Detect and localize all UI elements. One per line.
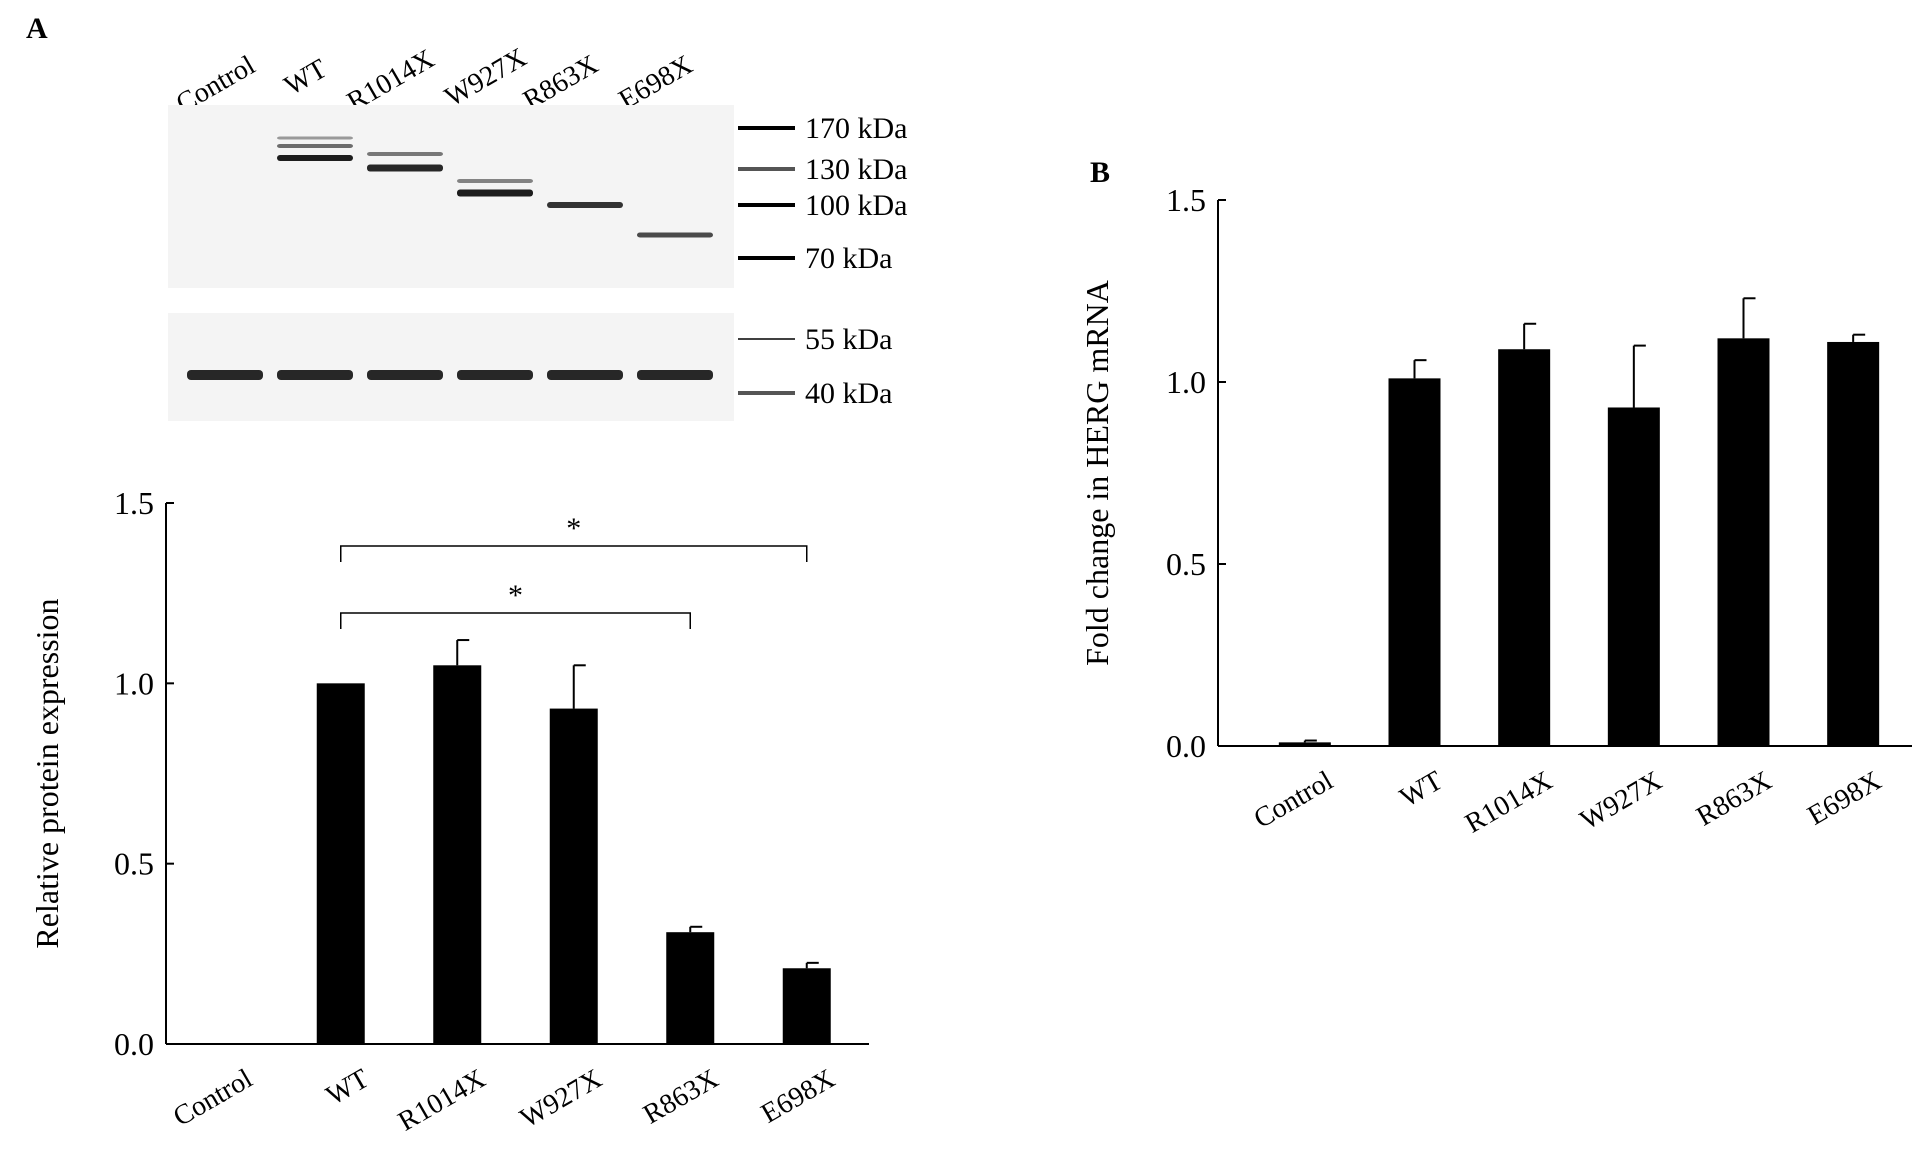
- x-tick-label: Control: [1249, 765, 1339, 835]
- bar: [316, 683, 365, 1044]
- blot-upper-membrane: [168, 105, 734, 288]
- significance-star: *: [566, 512, 581, 545]
- blot-band: [547, 202, 623, 208]
- y-tick-label: 1.0: [114, 665, 154, 701]
- blot-band: [277, 136, 353, 140]
- x-tick-label: W927X: [515, 1063, 607, 1134]
- chart-a: 0.0 0.5 1.0 1.5 Relative protein expression C…: [29, 485, 869, 1138]
- loading-control-band: [457, 370, 533, 380]
- y-tick-label: 0.5: [1166, 546, 1206, 582]
- bar: [666, 932, 715, 1044]
- x-tick-label: WT: [321, 1063, 374, 1112]
- panel-b-label: B: [1090, 156, 1110, 189]
- x-tick-label: E698X: [756, 1063, 840, 1130]
- x-tick-label: R863X: [1691, 765, 1777, 832]
- bar: [433, 665, 482, 1044]
- bar: [782, 968, 831, 1044]
- loading-control-band: [637, 370, 713, 380]
- bar: [1607, 407, 1660, 746]
- blot-band: [277, 155, 353, 161]
- blot-lower-membrane: [168, 313, 734, 421]
- blot-band: [457, 179, 533, 183]
- x-tick-label: W927X: [1575, 765, 1667, 836]
- x-tick-label: Control: [168, 1063, 258, 1133]
- marker-label: 55 kDa: [805, 323, 892, 356]
- y-tick-label: 0.0: [114, 1026, 154, 1062]
- marker-label: 130 kDa: [805, 153, 907, 186]
- loading-control-band: [187, 370, 263, 380]
- blot-band: [277, 144, 353, 148]
- blot-lane-label: WT: [279, 53, 332, 102]
- y-tick-label: 0.5: [114, 846, 154, 882]
- y-tick-label: 0.0: [1166, 728, 1206, 764]
- x-tick-label: R1014X: [393, 1063, 491, 1137]
- blot-band: [637, 232, 713, 238]
- bar: [1717, 338, 1770, 746]
- bar: [1827, 341, 1880, 746]
- bar: [1498, 349, 1551, 746]
- bar: [1388, 378, 1441, 746]
- x-tick-label: WT: [1395, 765, 1448, 814]
- marker-label: 70 kDa: [805, 242, 892, 275]
- y-tick-label: 1.5: [1166, 182, 1206, 218]
- marker-label: 170 kDa: [805, 112, 907, 145]
- bar: [1278, 742, 1331, 746]
- blot-bands: [187, 136, 713, 380]
- loading-control-band: [367, 370, 443, 380]
- x-tick-label: E698X: [1802, 765, 1886, 832]
- x-tick-label: R1014X: [1460, 765, 1558, 839]
- y-axis-label: Fold change in HERG mRNA: [1079, 280, 1115, 666]
- marker-label: 100 kDa: [805, 189, 907, 222]
- blot-lane-label: W927X: [440, 42, 532, 113]
- loading-control-band: [547, 370, 623, 380]
- chart-b: 0.0 0.5 1.0 1.5 Fold change in HERG mRNA Cont…: [1079, 182, 1912, 840]
- y-tick-label: 1.5: [114, 485, 154, 521]
- significance-bracket: [340, 545, 808, 562]
- blot-band: [457, 189, 533, 197]
- y-axis-label: Relative protein expression: [29, 598, 65, 948]
- blot-band: [367, 164, 443, 172]
- blot-band: [367, 152, 443, 156]
- loading-control-band: [277, 370, 353, 380]
- significance-star: *: [508, 579, 523, 612]
- panel-a-label: A: [26, 12, 48, 45]
- marker-label: 40 kDa: [805, 377, 892, 410]
- bar: [549, 708, 598, 1044]
- y-tick-label: 1.0: [1166, 364, 1206, 400]
- significance-bracket: [340, 612, 691, 629]
- x-tick-label: R863X: [638, 1063, 724, 1130]
